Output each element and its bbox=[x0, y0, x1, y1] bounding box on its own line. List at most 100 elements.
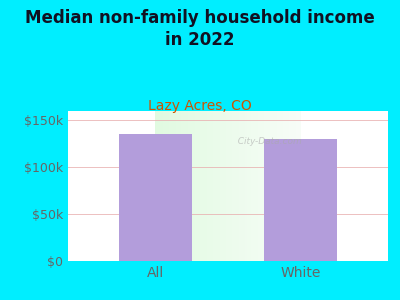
Bar bbox=[183, 111, 184, 261]
Bar bbox=[233, 111, 234, 261]
Bar bbox=[247, 111, 248, 261]
Bar bbox=[274, 111, 275, 261]
Bar bbox=[163, 111, 164, 261]
Bar bbox=[202, 111, 203, 261]
Bar bbox=[285, 111, 286, 261]
Bar bbox=[272, 111, 273, 261]
Bar bbox=[291, 111, 292, 261]
Text: Lazy Acres, CO: Lazy Acres, CO bbox=[148, 99, 252, 113]
Bar bbox=[198, 111, 199, 261]
Bar bbox=[169, 111, 170, 261]
Bar bbox=[181, 111, 182, 261]
Bar bbox=[245, 111, 246, 261]
Bar bbox=[296, 111, 297, 261]
Bar bbox=[265, 111, 266, 261]
Bar bbox=[204, 111, 205, 261]
Bar bbox=[167, 111, 168, 261]
Bar bbox=[243, 111, 244, 261]
Bar bbox=[299, 111, 300, 261]
Bar bbox=[257, 111, 258, 261]
Bar bbox=[175, 111, 176, 261]
Bar bbox=[256, 111, 257, 261]
Bar bbox=[217, 111, 218, 261]
Bar bbox=[160, 111, 161, 261]
Bar bbox=[286, 111, 287, 261]
Bar bbox=[277, 111, 278, 261]
Bar bbox=[290, 111, 291, 261]
Bar bbox=[184, 111, 185, 261]
Bar bbox=[206, 111, 207, 261]
Bar bbox=[178, 111, 179, 261]
Bar bbox=[200, 111, 201, 261]
Bar bbox=[255, 111, 256, 261]
Bar bbox=[196, 111, 197, 261]
Bar bbox=[295, 111, 296, 261]
Bar bbox=[220, 111, 221, 261]
Bar bbox=[159, 111, 160, 261]
Bar bbox=[173, 111, 174, 261]
Bar bbox=[176, 111, 177, 261]
Bar bbox=[188, 111, 189, 261]
Bar bbox=[281, 111, 282, 261]
Bar bbox=[264, 111, 265, 261]
Bar bbox=[242, 111, 243, 261]
Bar bbox=[268, 111, 269, 261]
Bar bbox=[288, 111, 289, 261]
Bar bbox=[266, 111, 267, 261]
Bar bbox=[171, 111, 172, 261]
Bar bbox=[292, 111, 293, 261]
Bar bbox=[190, 111, 191, 261]
Bar bbox=[297, 111, 298, 261]
Bar bbox=[287, 111, 288, 261]
Bar bbox=[231, 111, 232, 261]
Bar bbox=[162, 111, 163, 261]
Bar bbox=[253, 111, 254, 261]
Bar bbox=[246, 111, 247, 261]
Bar bbox=[205, 111, 206, 261]
Bar bbox=[282, 111, 283, 261]
Bar bbox=[222, 111, 223, 261]
Bar bbox=[187, 111, 188, 261]
Bar bbox=[227, 111, 228, 261]
Bar bbox=[191, 111, 192, 261]
Bar bbox=[279, 111, 280, 261]
Bar bbox=[244, 111, 245, 261]
Bar bbox=[238, 111, 239, 261]
Bar bbox=[248, 111, 249, 261]
Bar bbox=[283, 111, 284, 261]
Bar bbox=[210, 111, 211, 261]
Bar bbox=[223, 111, 224, 261]
Bar bbox=[155, 111, 156, 261]
Bar bbox=[201, 111, 202, 261]
Bar bbox=[300, 111, 301, 261]
Bar bbox=[218, 111, 219, 261]
Bar bbox=[229, 111, 230, 261]
Bar bbox=[161, 111, 162, 261]
Bar bbox=[240, 111, 241, 261]
Bar bbox=[166, 111, 167, 261]
Bar bbox=[194, 111, 195, 261]
Bar bbox=[189, 111, 190, 261]
Bar bbox=[214, 111, 215, 261]
Bar bbox=[259, 111, 260, 261]
Text: Median non-family household income
in 2022: Median non-family household income in 20… bbox=[25, 9, 375, 49]
Bar bbox=[203, 111, 204, 261]
Bar bbox=[261, 111, 262, 261]
Bar bbox=[226, 111, 227, 261]
Bar bbox=[263, 111, 264, 261]
Bar bbox=[278, 111, 279, 261]
Bar bbox=[208, 111, 209, 261]
Bar bbox=[156, 111, 157, 261]
Bar bbox=[185, 111, 186, 261]
Bar bbox=[192, 111, 193, 261]
Bar bbox=[199, 111, 200, 261]
Bar bbox=[270, 111, 271, 261]
Bar bbox=[289, 111, 290, 261]
Bar bbox=[228, 111, 229, 261]
Bar bbox=[284, 111, 285, 261]
Bar bbox=[298, 111, 299, 261]
Bar bbox=[293, 111, 294, 261]
Bar bbox=[207, 111, 208, 261]
Bar bbox=[211, 111, 212, 261]
Bar bbox=[186, 111, 187, 261]
